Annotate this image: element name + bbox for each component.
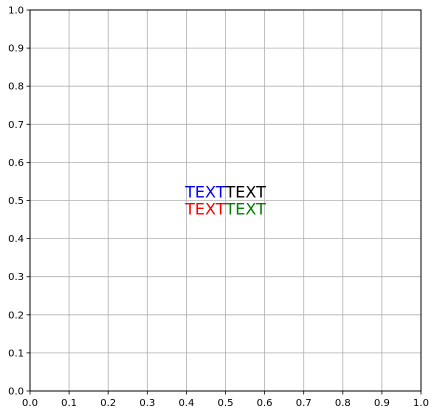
y-tick-label: 0.5 — [8, 196, 24, 207]
y-tick-label: 1.0 — [8, 6, 24, 17]
x-tick-label: 0.2 — [100, 398, 116, 409]
axis-ticks — [26, 9, 422, 395]
annotation-text: TEXT — [184, 200, 226, 219]
y-tick-label: 0.0 — [8, 387, 24, 398]
x-tick-label: 0.3 — [139, 398, 155, 409]
x-tick-label: 0.4 — [178, 398, 194, 409]
plot-frame — [29, 9, 422, 392]
y-tick-label: 0.9 — [8, 44, 24, 55]
x-tick-label: 0.9 — [374, 398, 390, 409]
y-tick-label: 0.7 — [8, 120, 24, 131]
y-tick-label: 0.8 — [8, 82, 24, 93]
x-tick-label: 0.0 — [22, 398, 38, 409]
y-tick-labels: 0.0 0.1 0.2 0.3 0.4 0.5 0.6 0.7 0.8 0.9 1.0 — [8, 6, 24, 398]
y-tick-label: 0.2 — [8, 310, 24, 321]
annotation-text: TEXT — [225, 200, 267, 219]
y-tick-label: 0.6 — [8, 158, 24, 169]
y-tick-label: 0.4 — [8, 234, 24, 245]
x-tick-label: 0.1 — [61, 398, 77, 409]
x-tick-label: 0.5 — [218, 398, 234, 409]
y-tick-label: 0.1 — [8, 348, 24, 359]
x-tick-label: 0.8 — [335, 398, 351, 409]
x-tick-label: 1.0 — [413, 398, 429, 409]
x-tick-labels: 0.0 0.1 0.2 0.3 0.4 0.5 0.6 0.7 0.8 0.9 1.0 — [22, 398, 429, 409]
y-tick-label: 0.3 — [8, 272, 24, 283]
annotation-text: TEXT — [184, 183, 226, 202]
annotation-text: TEXT — [225, 183, 267, 202]
x-tick-label: 0.6 — [257, 398, 273, 409]
x-tick-label: 0.7 — [296, 398, 312, 409]
